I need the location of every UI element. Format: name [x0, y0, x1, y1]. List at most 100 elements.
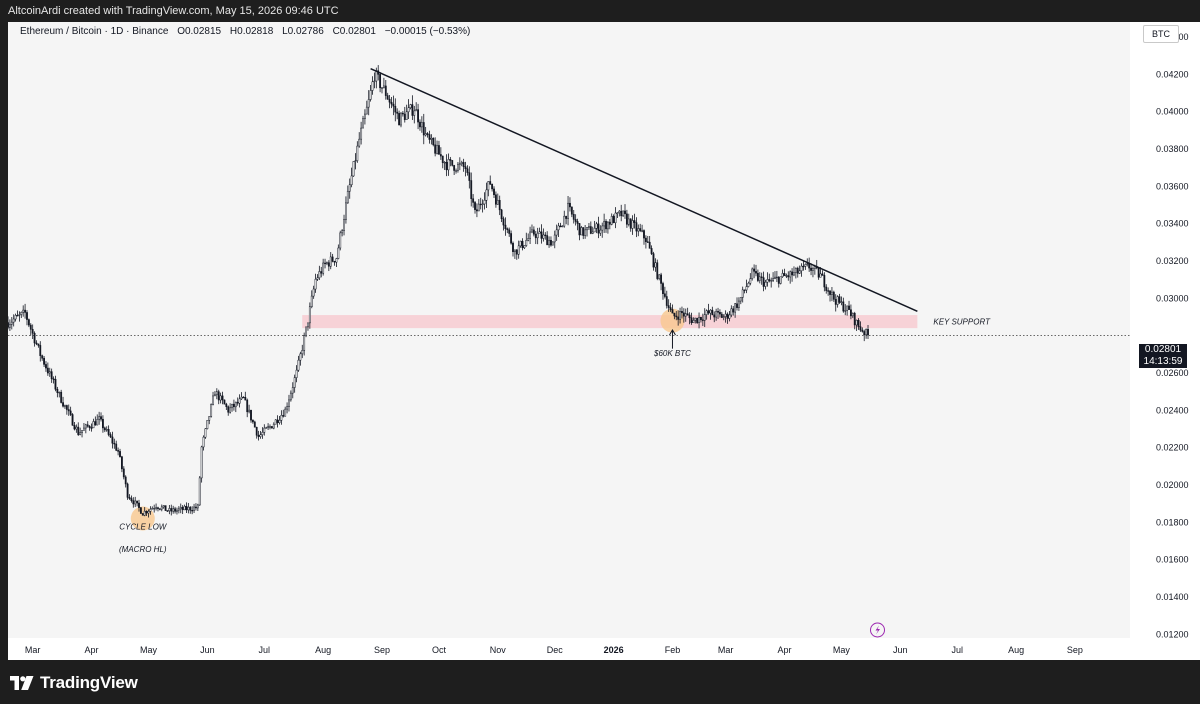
candle: [166, 510, 169, 512]
candle: [293, 374, 296, 393]
candle: [770, 277, 773, 288]
candle: [831, 287, 833, 302]
key-support-label: KEY SUPPORT: [933, 318, 991, 327]
candle: [343, 214, 345, 236]
candle: [610, 213, 613, 226]
legend-change: −0.00015 (−0.53%): [384, 26, 471, 37]
price-scale[interactable]: [1130, 22, 1200, 660]
candle: [398, 110, 401, 126]
candle: [324, 258, 326, 269]
candle: [233, 399, 235, 411]
candle: [487, 180, 490, 197]
candle: [838, 293, 841, 304]
candle: [859, 321, 862, 332]
candle: [151, 506, 154, 510]
candle: [16, 310, 19, 317]
candle: [730, 305, 733, 318]
currency-selector[interactable]: BTC: [1143, 25, 1179, 43]
candle: [519, 240, 522, 248]
candle: [164, 505, 167, 511]
candle: [620, 204, 623, 222]
candle: [212, 391, 214, 406]
time-scale[interactable]: [8, 638, 1130, 660]
candle: [436, 140, 438, 155]
candle: [494, 191, 497, 208]
candle: [569, 197, 571, 212]
candle: [41, 354, 44, 361]
price-chart[interactable]: KEY SUPPORT CYCLE LOW (MACRO HL) $60K BTC 0.…: [8, 22, 1200, 660]
candle: [280, 410, 283, 425]
candle: [208, 416, 211, 425]
candle: [665, 290, 668, 309]
candle: [572, 209, 575, 224]
candle: [382, 77, 385, 89]
chart-area[interactable]: KEY SUPPORT CYCLE LOW (MACRO HL) $60K BTC 0.…: [8, 22, 1200, 660]
candle: [215, 388, 218, 400]
candle: [510, 230, 513, 245]
tradingview-logo[interactable]: TradingView: [10, 673, 138, 692]
candle: [521, 238, 524, 251]
candle: [441, 155, 444, 169]
candle: [149, 506, 152, 515]
candle: [696, 317, 699, 324]
candle: [762, 271, 765, 292]
x-tick-label: Mar: [25, 645, 41, 655]
candle: [451, 160, 454, 167]
candle: [599, 225, 602, 236]
candle: [635, 217, 638, 238]
candle: [644, 235, 647, 249]
candle: [800, 263, 803, 277]
candle: [682, 308, 685, 323]
candle: [107, 425, 110, 437]
candle: [538, 227, 541, 234]
y-tick-label: 0.03200: [1156, 256, 1189, 266]
candle: [219, 392, 222, 404]
tradingview-logo-icon: [10, 676, 34, 690]
candle: [603, 213, 606, 233]
candle: [768, 273, 771, 283]
candle: [548, 236, 550, 248]
candle: [206, 420, 209, 430]
candle: [567, 195, 569, 226]
candle: [409, 103, 412, 110]
candle: [327, 260, 330, 272]
y-tick-label: 0.02400: [1156, 405, 1189, 415]
candle: [502, 216, 505, 231]
candle: [821, 270, 824, 276]
candle: [234, 401, 237, 413]
candle: [717, 307, 719, 320]
candle: [774, 271, 776, 280]
candle: [46, 362, 49, 376]
candle: [401, 111, 404, 117]
candle: [715, 308, 718, 321]
candle: [796, 266, 799, 278]
candle: [195, 503, 197, 511]
candle: [145, 510, 148, 517]
candle: [288, 394, 290, 412]
candle: [591, 226, 594, 235]
candle: [749, 273, 752, 286]
candle: [346, 185, 349, 204]
candle: [711, 306, 714, 316]
candle: [622, 210, 625, 217]
candle: [477, 199, 480, 212]
candle: [56, 386, 59, 398]
x-tick-label: Feb: [665, 645, 681, 655]
candle: [363, 109, 366, 125]
candle: [261, 427, 264, 439]
lightning-event-icon[interactable]: [870, 622, 886, 638]
candle: [658, 274, 661, 281]
candle: [92, 418, 95, 429]
candle: [350, 167, 353, 188]
y-tick-label: 0.04000: [1156, 107, 1189, 117]
candle: [407, 99, 410, 120]
candle: [403, 106, 406, 123]
candle: [58, 391, 61, 398]
candle: [542, 228, 545, 242]
candle: [240, 392, 243, 400]
candle: [663, 286, 666, 299]
candle: [576, 218, 579, 231]
candle: [597, 216, 600, 239]
candle: [601, 222, 604, 238]
candle: [857, 318, 860, 330]
